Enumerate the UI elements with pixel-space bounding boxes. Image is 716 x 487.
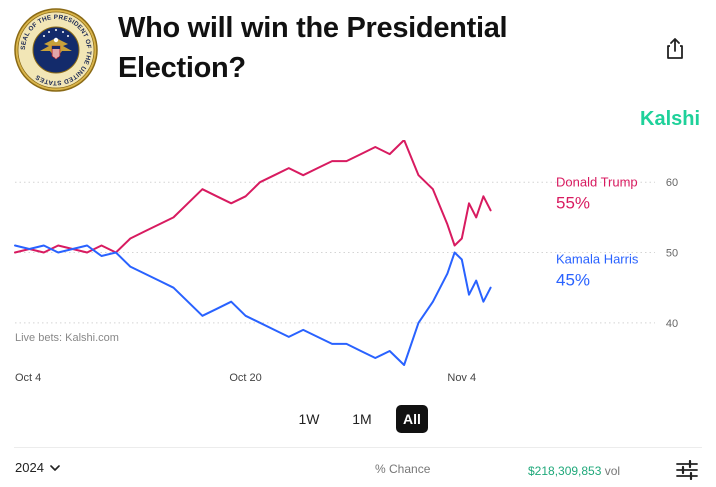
x-tick-label-nov-4: Nov 4 xyxy=(447,372,476,384)
series-line-kamala-harris xyxy=(14,244,492,366)
x-tick-label-oct-20: Oct 20 xyxy=(229,372,261,384)
volume-amount: $218,309,853 xyxy=(528,464,602,478)
presidential-seal: SEAL OF THE PRESIDENT OF THE UNITED STAT… xyxy=(14,8,98,92)
price-chart: 60 50 40 Oct 4 Oct 20 Nov 4 Live bets: Kalshi.… xyxy=(14,140,678,384)
volume-readout: $218,309,853 vol xyxy=(528,464,620,478)
share-button[interactable] xyxy=(660,34,690,64)
year-dropdown[interactable]: 2024 xyxy=(15,460,60,475)
x-tick-label-oct-4: Oct 4 xyxy=(15,372,41,384)
divider xyxy=(14,447,702,448)
timeframe-1m-button[interactable]: 1M xyxy=(352,411,372,427)
page-title: Who will win the Presidential Election? xyxy=(118,12,508,84)
y-tick-label-60: 60 xyxy=(666,177,678,189)
series-value-donald-trump: 55% xyxy=(556,193,590,212)
series-name-donald-trump: Donald Trump xyxy=(556,174,638,189)
chance-label: % Chance xyxy=(375,462,431,476)
year-value: 2024 xyxy=(15,460,44,475)
timeframe-1w-button[interactable]: 1W xyxy=(298,411,320,427)
settings-sliders-icon[interactable] xyxy=(676,460,698,480)
chevron-down-icon xyxy=(50,464,60,471)
y-tick-label-40: 40 xyxy=(666,318,678,330)
source-note: Live bets: Kalshi.com xyxy=(15,332,119,344)
timeframe-all-button[interactable]: All xyxy=(396,405,428,433)
y-tick-label-50: 50 xyxy=(666,248,678,260)
share-icon xyxy=(667,38,683,59)
series-name-kamala-harris: Kamala Harris xyxy=(556,252,639,267)
series-value-kamala-harris: 45% xyxy=(556,271,590,290)
series-line-donald-trump xyxy=(14,140,492,254)
kalshi-logo: Kalshi xyxy=(640,108,701,130)
volume-unit: vol xyxy=(604,464,621,478)
